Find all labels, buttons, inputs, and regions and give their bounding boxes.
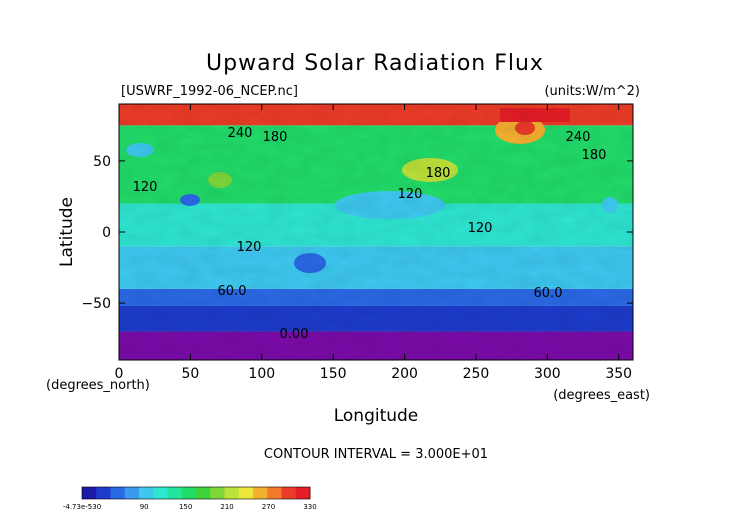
x-tick-label: 350 <box>605 366 632 382</box>
colorbar-tick-label: 270 <box>262 503 275 511</box>
contour-label: 180 <box>263 130 288 145</box>
colorbar-swatch <box>139 487 154 499</box>
colorbar-swatch <box>153 487 168 499</box>
colorbar-swatch <box>196 487 211 499</box>
colorbar-swatch <box>295 487 311 499</box>
contour-label: 180 <box>582 148 607 163</box>
colorbar-tick-label: 150 <box>179 503 192 511</box>
contour-label: 240 <box>228 126 253 141</box>
colorbar-swatch <box>281 487 297 499</box>
colorbar-tick-label: 330 <box>303 503 316 511</box>
y-axis-label: Latitude <box>57 197 77 267</box>
x-tick-label: 100 <box>248 366 275 382</box>
chart-title: Upward Solar Radiation Flux <box>206 51 544 76</box>
colorbar: -4.73e-530 90 150 210 270 330 <box>63 486 317 511</box>
colorbar-tick-label: 90 <box>140 503 149 511</box>
colorbar-tick-label: -4.73e-530 <box>63 503 101 511</box>
contour-interval: CONTOUR INTERVAL = 3.000E+01 <box>264 447 488 462</box>
x-tick-label: 150 <box>320 366 347 382</box>
x-tick-label: 300 <box>534 366 561 382</box>
contour-label: 120 <box>133 180 158 195</box>
colorbar-swatch <box>224 487 240 499</box>
colorbar-swatch <box>210 487 225 499</box>
colorbar-tick-label: 210 <box>220 503 233 511</box>
colorbar-swatch <box>110 487 126 499</box>
contour-label: 120 <box>237 240 262 255</box>
colorbar-swatch <box>167 487 183 499</box>
contour-label: 60.0 <box>218 284 247 299</box>
colorbar-swatch <box>267 487 282 499</box>
contour-label: 240 <box>566 130 591 145</box>
colorbar-frame <box>81 486 311 500</box>
units-label: (units:W/m^2) <box>544 84 640 99</box>
axis-ticks: 0 50 100 150 200 250 300 350 50 0 −50 <box>81 104 633 382</box>
colorbar-swatch <box>181 487 197 499</box>
y-tick-label: −50 <box>81 296 111 312</box>
contour-label: 120 <box>398 187 423 202</box>
x-tick-label: 0 <box>115 366 124 382</box>
y-unit-label: (degrees_north) <box>46 378 150 393</box>
contour-label: 120 <box>468 221 493 236</box>
x-tick-label: 250 <box>463 366 490 382</box>
contour-label: 180 <box>426 166 451 181</box>
colorbar-swatch <box>238 487 254 499</box>
colorbar-swatch <box>82 487 97 499</box>
colorbar-swatch <box>96 487 111 499</box>
contour-label: 60.0 <box>534 286 563 301</box>
y-tick-label: 0 <box>102 225 111 241</box>
y-tick-label: 50 <box>93 154 111 170</box>
colorbar-swatch <box>124 487 140 499</box>
x-unit-label: (degrees_east) <box>553 388 650 403</box>
x-tick-label: 200 <box>391 366 418 382</box>
contour-labels: 240 180 240 180 120 180 120 120 120 60.0… <box>133 126 607 342</box>
x-tick-label: 50 <box>181 366 199 382</box>
x-axis-label: Longitude <box>334 406 419 426</box>
colorbar-swatch <box>253 487 268 499</box>
file-label: [USWRF_1992-06_NCEP.nc] <box>121 84 298 99</box>
contour-label: 0.00 <box>280 327 309 342</box>
